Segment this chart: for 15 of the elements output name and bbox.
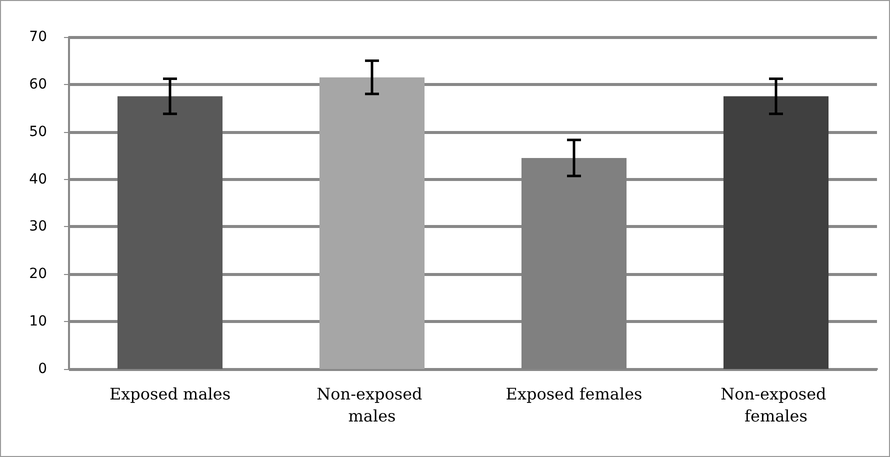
y-tick-label: 60 [29, 76, 47, 92]
bar [319, 77, 425, 369]
y-tick-label: 50 [29, 124, 47, 140]
y-tick-label: 0 [38, 361, 47, 377]
y-tick-label: 20 [29, 266, 47, 282]
x-tick-label: Exposed females [506, 384, 642, 404]
bar [723, 96, 829, 369]
x-tick-label: Exposed males [109, 384, 231, 404]
y-tick-label: 40 [29, 171, 47, 188]
bar [117, 96, 223, 369]
y-tick-label: 10 [29, 314, 47, 330]
x-tick-label: Non-exposed males [316, 384, 428, 426]
x-tick-label: Non-exposed females [720, 384, 832, 426]
y-tick-label: 70 [29, 29, 47, 45]
y-tick-label: 30 [29, 218, 47, 235]
